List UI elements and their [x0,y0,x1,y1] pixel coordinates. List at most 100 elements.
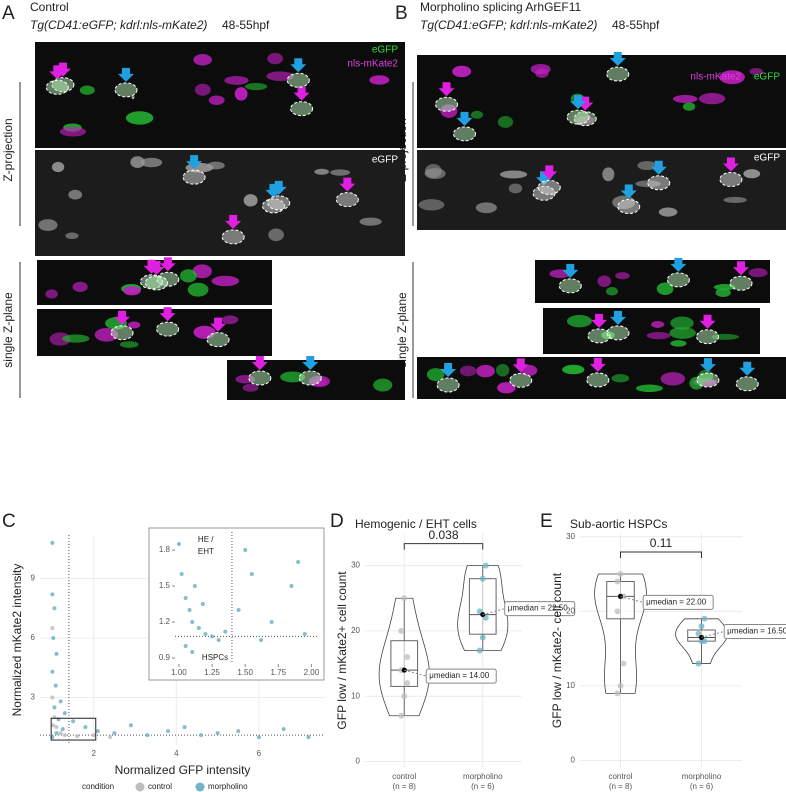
cell-outline [696,372,720,388]
arrow [225,214,242,229]
x-tick-label: 1.75 [270,668,286,677]
legend-marker [195,782,205,792]
y-tick-label: 0 [356,757,361,766]
channel-label: eGFP [372,45,398,56]
point [617,682,624,689]
nucleus [658,207,678,217]
arrow [302,356,319,371]
nucleus [125,111,154,125]
point [95,729,100,734]
violin [594,573,647,694]
arrow [148,260,165,275]
point [281,727,286,732]
arrow [293,86,310,101]
x-tick-note: (n = 8) [609,782,633,791]
nucleus [330,169,351,176]
nucleus [562,364,585,375]
cell-outline [537,179,561,195]
micrograph [543,308,760,354]
arrow [699,358,716,373]
nucleus [243,194,258,207]
y-tick-label: 1.2 [159,617,171,626]
point [190,620,195,624]
chart-title: Hemogenic / EHT cells [355,517,477,531]
cell-outline [735,376,759,392]
cell-outline [144,275,168,291]
point [176,542,181,546]
x-tick-note: (n = 6) [471,782,495,791]
point [482,562,489,569]
point [50,669,55,674]
annotation: EHT [198,547,214,556]
y-tick-label: 6 [31,633,36,642]
cell-outline [587,328,611,344]
cell-outline [729,275,753,291]
nucleus [68,189,83,200]
point [51,636,56,641]
point [215,731,220,736]
point [58,699,63,704]
nucleus [749,67,763,76]
cell-outline [696,329,720,345]
nucleus [244,83,268,91]
nucleus [224,76,249,85]
median-label: μmedian = 22.00 [646,598,707,607]
arrow [456,111,473,126]
point [52,705,57,710]
nucleus [651,320,665,328]
point [187,608,192,612]
nucleus [611,374,630,383]
arrow [210,317,227,332]
point [203,632,208,636]
y-axis-label: GFP low / mKate2- cell count [550,572,564,728]
violin [675,618,728,664]
point [54,731,59,736]
point [243,548,248,552]
arrow [186,155,203,170]
point [259,638,264,642]
cell-outline [586,372,610,388]
arrow [339,177,356,192]
nucleus [234,87,248,101]
point [698,623,705,630]
inset-frame [148,527,325,681]
nucleus [72,281,88,293]
point [50,592,55,597]
arrow [118,67,135,82]
nucleus [267,52,283,65]
point [190,650,195,654]
y-tick-label: 20 [351,626,360,635]
nucleus [497,116,514,128]
panel-letter: E [540,511,553,532]
x-tick-label: 6 [257,749,262,758]
point [71,719,76,724]
point [50,626,55,631]
nucleus [314,168,330,175]
arrow [670,257,687,272]
violin [457,565,509,651]
cell-outline [647,175,671,191]
nucleus [743,169,761,179]
point [236,608,241,612]
nucleus [221,315,239,325]
annotation: HE / [198,535,214,544]
median-label-box [642,594,714,610]
x-tick-label: morpholino [463,772,503,781]
nucleus [635,384,663,393]
point [182,725,187,730]
x-tick-note: (n = 8) [393,782,417,791]
nucleus [459,365,477,377]
cell-outline [286,72,310,88]
micrograph [35,42,405,148]
point [614,690,621,697]
point [58,731,63,736]
nucleus [211,275,240,287]
point [145,733,150,738]
nucleus [669,327,696,339]
genotype: Tg(CD41:eGFP; kdrl:nls-mKate2) [420,18,597,32]
nucleus [670,316,694,330]
nucleus [49,332,71,346]
point [91,733,96,738]
point [51,723,56,728]
cell-outline [182,169,206,185]
